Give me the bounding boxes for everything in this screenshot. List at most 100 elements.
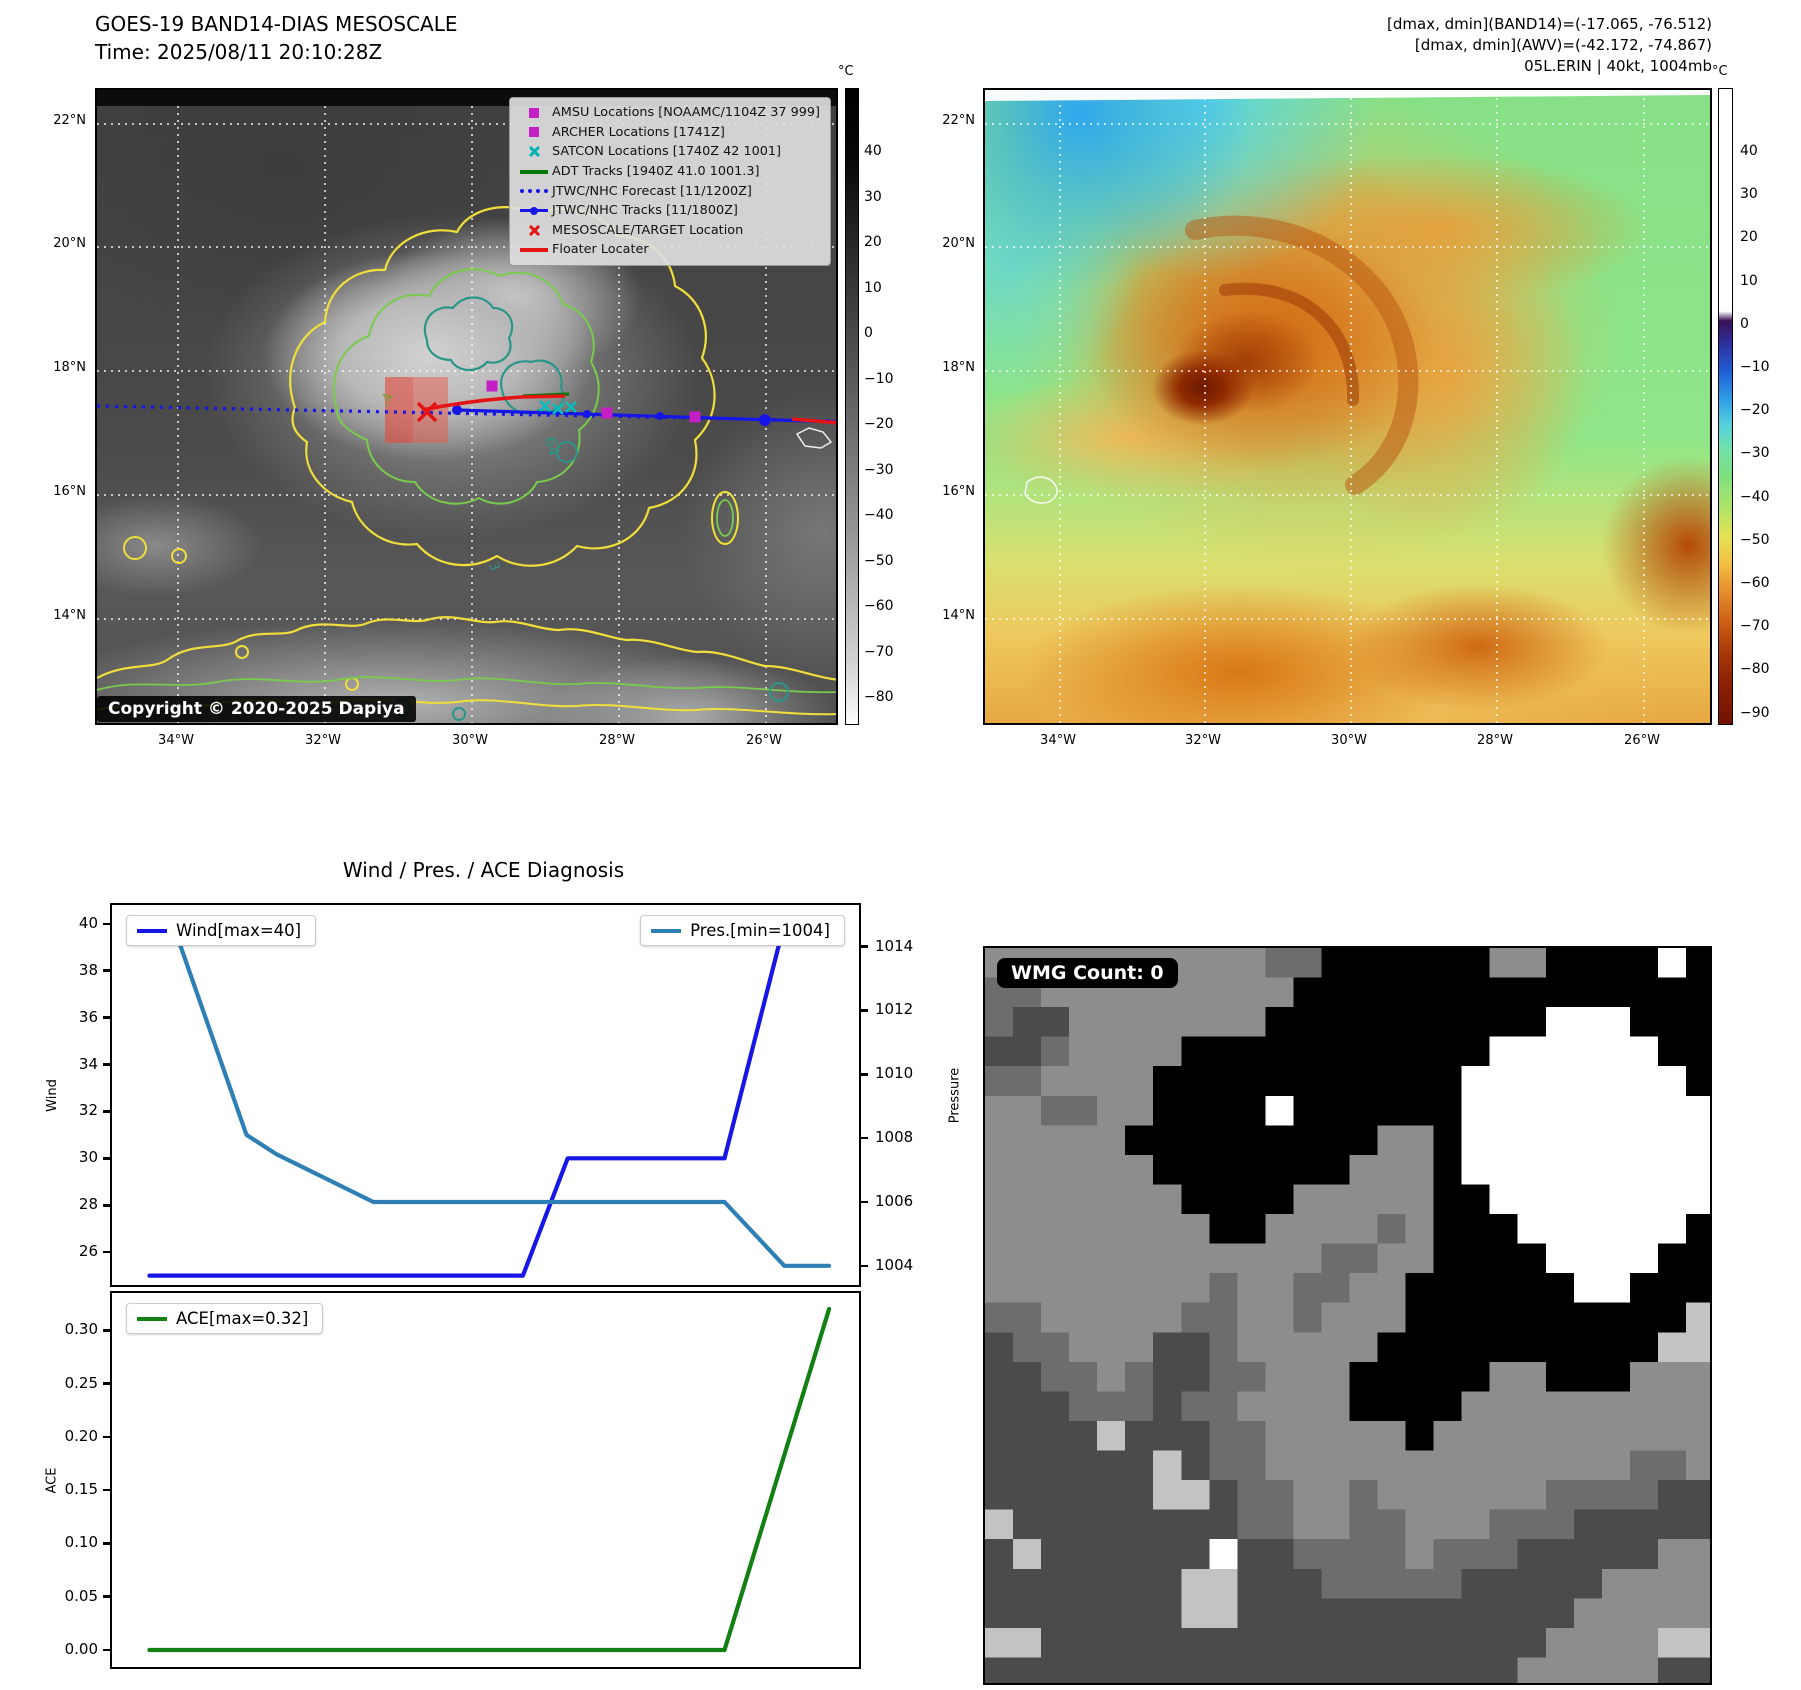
colorbar-tick-label: −50 — [1740, 531, 1770, 548]
legend-item-label: Floater Locater — [552, 242, 649, 258]
awv-colorbar-ticks: 40 30 20 10 0 −10 −20 −30 −40 −50 −60 −70 −80 −90 — [1740, 88, 1792, 725]
lon-label: 30°W — [1331, 733, 1367, 748]
axis-tick-label: 40 — [78, 913, 98, 932]
colorbar-tick-label: −20 — [864, 416, 894, 432]
axis-tick-label: 26 — [78, 1242, 98, 1261]
lon-label: 34°W — [1040, 733, 1076, 748]
axis-tick — [103, 1329, 112, 1332]
axis-tick — [103, 922, 112, 926]
band14-colorbar — [845, 88, 859, 725]
lat-label: 22°N — [942, 113, 975, 128]
colorbar-tick-label: 30 — [1740, 186, 1758, 203]
colorbar-tick-label: −10 — [1740, 359, 1770, 375]
colorbar-tick-label: −40 — [864, 507, 894, 523]
axis-tick-label: 1008 — [875, 1128, 914, 1147]
lat-label: 16°N — [53, 484, 86, 499]
colorbar-tick-label: 20 — [864, 234, 882, 250]
lat-label: 18°N — [942, 360, 975, 375]
jtwc-forecast-line — [97, 404, 836, 423]
mesoscale-target-box — [385, 377, 448, 443]
axis-tick — [859, 1136, 868, 1140]
legend-item: AMSU Locations [NOAAMC/1104Z 37 999] — [516, 103, 820, 123]
lat-label: 14°N — [53, 608, 86, 623]
coastline-outline — [1024, 476, 1058, 504]
lat-label: 20°N — [53, 236, 86, 251]
axis-tick-label: 1004 — [875, 1255, 914, 1274]
storm-band-outer — [1185, 215, 1419, 495]
axis-tick — [103, 1063, 112, 1066]
axis-tick-label: 0.00 — [64, 1639, 98, 1658]
contour-label: -4 — [378, 391, 398, 410]
axis-tick — [103, 1157, 112, 1160]
lat-label: 18°N — [53, 360, 86, 375]
legend-item-label: AMSU Locations [NOAAMC/1104Z 37 999] — [552, 105, 820, 121]
axis-tick-label: 0.15 — [64, 1480, 98, 1499]
dmax-dmin-awv: [dmax, dmin](AWV)=(-42.172, -74.867) — [1414, 36, 1712, 54]
storm-band-inner — [1219, 282, 1360, 406]
axis-tick — [859, 1009, 868, 1012]
colorbar-tick-label: −30 — [864, 461, 894, 478]
page-title: GOES-19 BAND14-DIAS MESOSCALE — [95, 12, 458, 36]
legend-item: JTWC/NHC Tracks [11/1800Z] — [516, 201, 820, 221]
chart-legend: Wind[max=40] — [126, 915, 317, 946]
axis-label: ACE — [44, 1467, 60, 1493]
lon-label: 34°W — [158, 733, 194, 748]
axis-tick-label: 0.10 — [64, 1533, 98, 1552]
line-dot-marker-icon — [516, 206, 552, 216]
axis-tick-label: 1014 — [875, 936, 914, 955]
map-legend: AMSU Locations [NOAAMC/1104Z 37 999] ARCH… — [509, 97, 831, 266]
colorbar-tick-label: 0 — [864, 325, 873, 341]
axis-tick — [859, 945, 868, 948]
axis-tick — [103, 1648, 112, 1652]
chart-legend: ACE[max=0.32] — [126, 1303, 324, 1334]
axis-tick — [103, 1435, 112, 1439]
axis-tick-label: 32 — [78, 1101, 98, 1120]
lon-label: 28°W — [599, 733, 635, 748]
legend-item-label: MESOSCALE/TARGET Location — [552, 222, 744, 238]
colorbar-tick-label: −90 — [1740, 704, 1770, 721]
lat-label: 22°N — [53, 113, 86, 128]
colorbar-tick-label: −70 — [1740, 618, 1770, 635]
legend-item: MESOSCALE/TARGET Location — [516, 221, 820, 241]
axis-tick-label: 1012 — [875, 1000, 914, 1019]
jtwc-track-points — [452, 405, 771, 426]
awv-map-overlays — [985, 90, 1710, 723]
axis-tick — [103, 1595, 112, 1598]
floater-locater-line2 — [791, 417, 836, 425]
colorbar-tick-label: −80 — [1740, 661, 1770, 678]
graticule-grid — [985, 98, 1710, 723]
x-marker-icon — [516, 145, 552, 158]
awv-colorbar — [1718, 88, 1733, 725]
colorbar-tick-label: −80 — [864, 689, 894, 705]
axis-tick — [859, 1264, 868, 1268]
axis-tick-label: 38 — [78, 960, 98, 979]
axis-label: Pressure — [947, 1067, 963, 1123]
mesoscale-target-x — [416, 401, 438, 423]
colorbar-tick-label: 10 — [1740, 272, 1758, 289]
copyright-watermark: Copyright © 2020-2025 Dapiya — [97, 696, 416, 722]
legend-item-label: JTWC/NHC Forecast [11/1200Z] — [552, 183, 752, 199]
chart-legend-label: Wind[max=40] — [176, 921, 302, 940]
axis-tick — [859, 1073, 868, 1076]
lat-label: 20°N — [942, 236, 975, 251]
ace-chart: 0.00 0.05 0.10 0.15 0.20 0.25 0.30 ACE ACE[max=0… — [45, 1291, 861, 1669]
floater-locater-line — [421, 394, 566, 412]
legend-item: ADT Tracks [1940Z 41.0 1001.3] — [516, 162, 820, 182]
band14-colorbar-unit: °C — [838, 64, 854, 79]
axis-tick-label: 34 — [78, 1054, 98, 1073]
axis-tick-label: 0.30 — [64, 1320, 98, 1339]
lat-label: 14°N — [942, 608, 975, 623]
mesoscale-target-box-inner — [385, 377, 413, 443]
band14-satellite-map: -4 64 3 AMSU Locations [NOAAMC/1104Z 37 … — [95, 88, 838, 725]
legend-line-swatch — [137, 1316, 167, 1321]
band14-map-overlays: -4 64 3 — [97, 90, 836, 723]
series-wind — [147, 921, 832, 1278]
lon-label: 26°W — [1624, 733, 1660, 748]
timestamp: Time: 2025/08/11 20:10:28Z — [95, 40, 383, 64]
series-ace — [147, 1306, 832, 1653]
lon-label: 26°W — [746, 733, 782, 748]
axis-tick — [103, 1250, 112, 1254]
axis-tick — [859, 1200, 868, 1204]
colorbar-tick-label: −30 — [1740, 445, 1770, 462]
